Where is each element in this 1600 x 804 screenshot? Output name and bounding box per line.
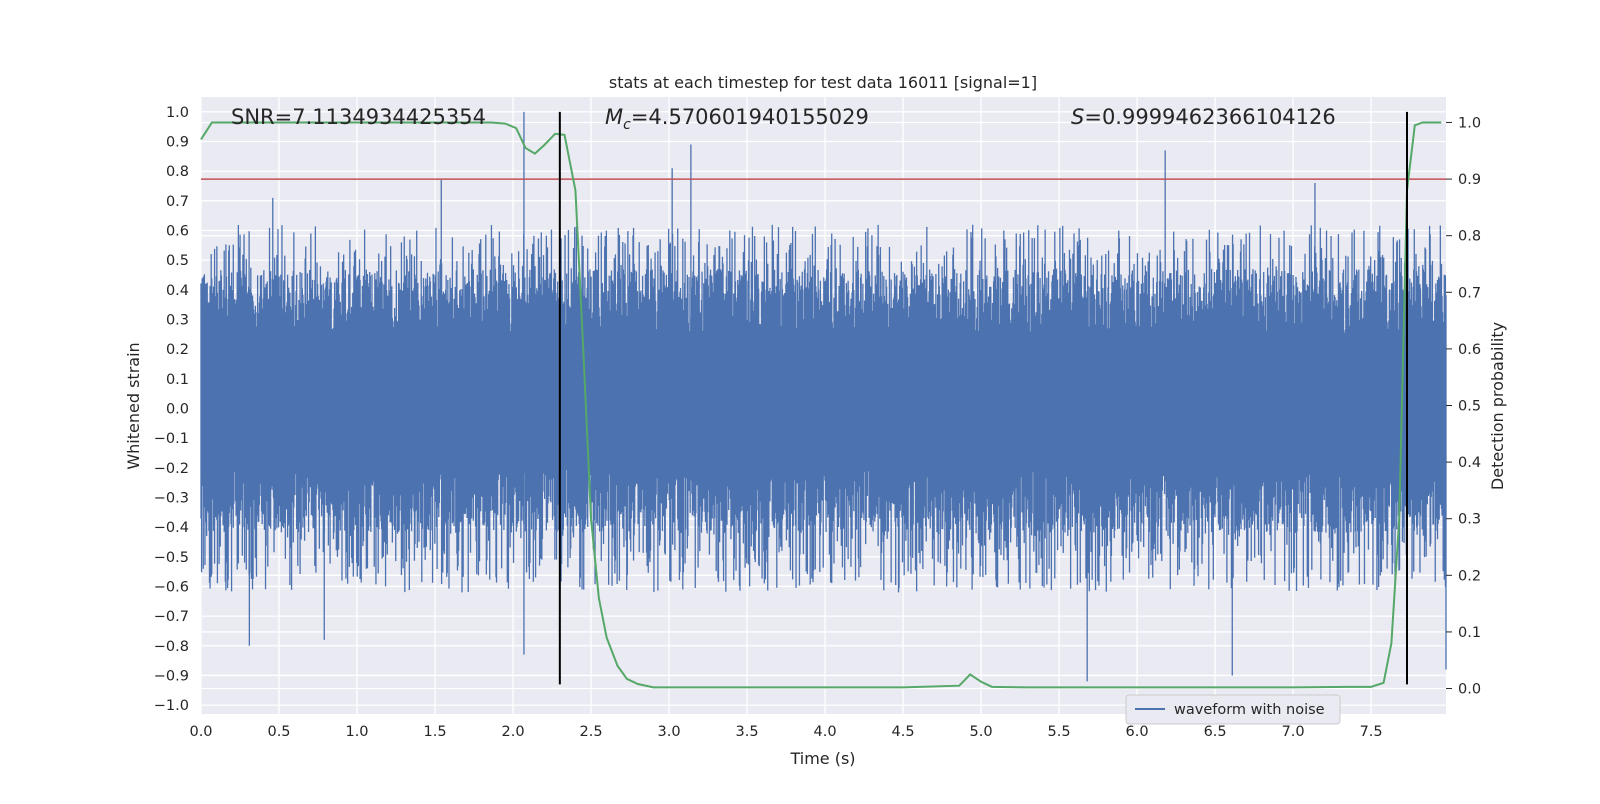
y2-tick-label: 0.0 [1458,682,1481,698]
y-tick-label: −0.3 [154,490,189,506]
x-tick-label: 3.0 [658,724,681,740]
y-tick-label: −0.4 [154,520,189,536]
x-tick-label: 4.5 [892,724,915,740]
spin-value: =0.9999462366104126 [1084,105,1335,129]
y-tick-label: −0.8 [154,639,189,655]
y-tick-label: 1.0 [166,105,189,121]
y-tick-label: 0.0 [166,401,189,417]
x-tick-label: 5.0 [970,724,993,740]
waveform-core-band [201,340,1446,462]
y-tick-label: 0.5 [166,253,189,269]
y2-tick-label: 0.5 [1458,399,1481,415]
x-tick-label: 6.0 [1126,724,1149,740]
y-tick-label: 0.4 [166,283,189,299]
y-tick-label: 0.3 [166,312,189,328]
y-tick-label: 0.6 [166,223,189,239]
x-tick-label: 6.5 [1204,724,1227,740]
chirp-mass-value: =4.570601940155029 [631,105,869,129]
y2-axis-label: Detection probability [1488,322,1507,490]
spin-annotation: S=0.9999462366104126 [1071,105,1336,129]
y-tick-label: −1.0 [154,698,189,714]
series-layer [200,111,1447,682]
y-tick-label: 0.7 [166,194,189,210]
y2-tick-label: 0.4 [1458,455,1481,471]
y-tick-label: −0.1 [154,431,189,447]
x-axis-label: Time (s) [789,749,855,768]
x-tick-label: 7.5 [1360,724,1383,740]
y-tick-label: 0.8 [166,164,189,180]
y2-tick-label: 1.0 [1458,115,1481,131]
overlay-layer [200,111,1446,689]
y-tick-label: −0.2 [154,461,189,477]
y2-tick-label: 0.3 [1458,512,1481,528]
y2-tick-label: 0.1 [1458,625,1481,641]
y2-tick-label: 0.2 [1458,568,1481,584]
tick-labels: 0.0 0.5 1.0 1.5 2.0 2.5 3.0 3.5 4.0 4.5 5.0 5.5 6.0 6… [154,105,1481,740]
x-tick-label: 5.5 [1048,724,1071,740]
y-tick-label: −0.7 [154,609,189,625]
y-tick-label: −0.6 [154,579,189,595]
chirp-mass-subscript: c [623,117,631,133]
y-axis-label: Whitened strain [124,342,143,469]
detection-probability-line [200,121,1442,689]
chart-title: stats at each timestep for test data 160… [609,73,1037,92]
legend-label: waveform with noise [1174,702,1325,718]
y2-tick-label: 0.6 [1458,342,1481,358]
y2-tick-label: 0.9 [1458,172,1481,188]
legend: waveform with noise [1125,694,1341,725]
snr-annotation: SNR=7.1134934425354 [231,105,486,129]
y-tick-label: −0.5 [154,550,189,566]
x-tick-label: 1.0 [345,724,368,740]
y-tick-label: −0.9 [154,668,189,684]
x-tick-label: 0.0 [189,724,212,740]
x-tick-label: 1.5 [423,724,446,740]
spin-symbol: S [1071,105,1084,129]
x-tick-label: 4.0 [814,724,837,740]
y-tick-label: 0.9 [166,134,189,150]
x-tick-label: 7.0 [1282,724,1305,740]
x-tick-label: 2.0 [501,724,524,740]
y2-tick-label: 0.7 [1458,285,1481,301]
x-tick-label: 0.5 [267,724,290,740]
chirp-mass-symbol: M [605,105,623,129]
y-tick-label: 0.2 [166,342,189,358]
x-tick-label: 2.5 [580,724,603,740]
x-tick-label: 3.5 [736,724,759,740]
legend-box [1125,694,1341,725]
chirp-mass-annotation: Mc=4.570601940155029 [605,105,869,133]
y2-tick-label: 0.8 [1458,229,1481,245]
y-tick-label: 0.1 [166,372,189,388]
